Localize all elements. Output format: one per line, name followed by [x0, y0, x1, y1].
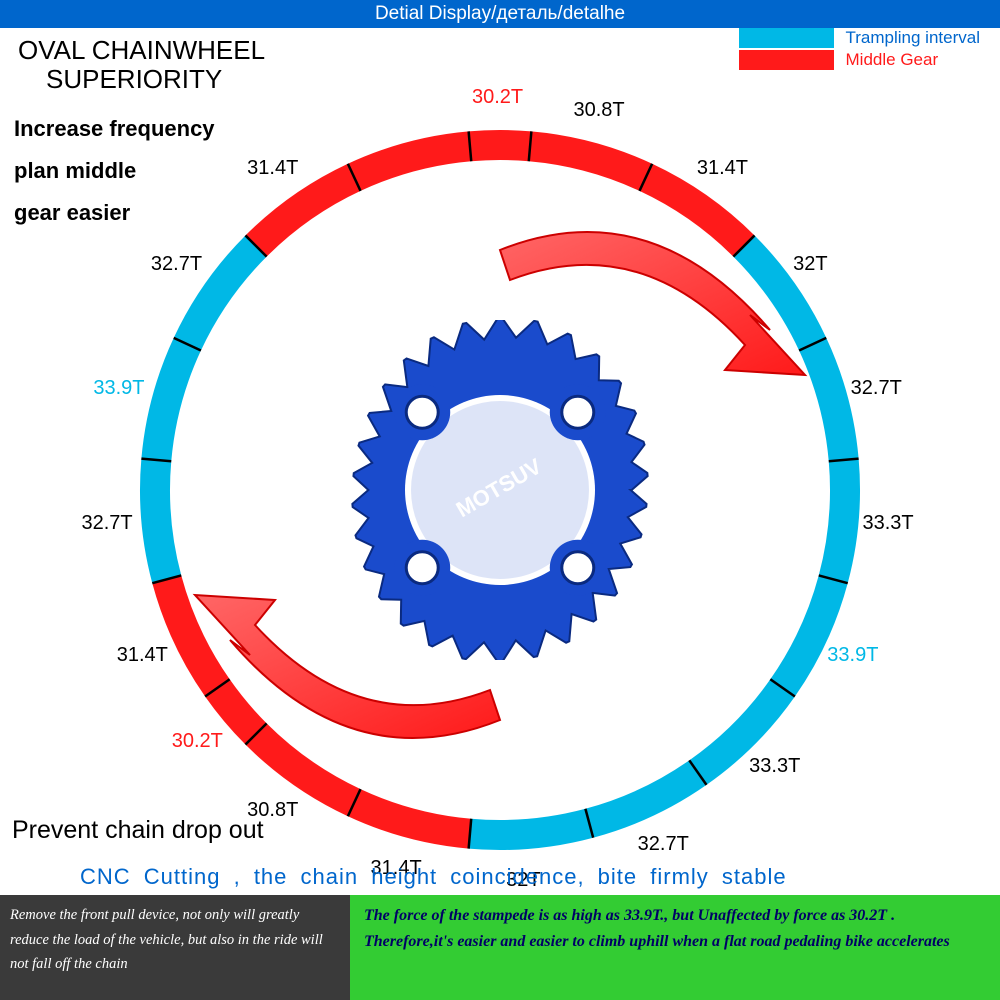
ring-label: 33.3T [863, 512, 914, 535]
title-line1: OVAL CHAINWHEEL [18, 36, 265, 65]
bottom-right-panel: The force of the stampede is as high as … [350, 895, 1000, 1000]
ring-label: 31.4T [117, 644, 168, 667]
ring-label: 31.4T [697, 157, 748, 180]
ring-label: 33.9T [93, 377, 144, 400]
ring-label: 32T [793, 253, 827, 276]
bottom-left-panel: Remove the front pull device, not only w… [0, 895, 350, 1000]
header-bar: Detial Display/деталь/detalhe [0, 0, 1000, 28]
ring-label: 30.8T [573, 99, 624, 122]
ring-label: 33.3T [749, 755, 800, 778]
ring-label: 32.7T [151, 253, 202, 276]
ring-label: 33.9T [827, 644, 878, 667]
legend-label: Middle Gear [846, 50, 939, 70]
legend-swatch [739, 28, 834, 48]
legend-swatch [739, 50, 834, 70]
ring-label: 30.2T [172, 730, 223, 753]
chainring-icon: MOTSUV [330, 320, 670, 660]
ring-label: 31.4T [247, 157, 298, 180]
ring-diagram: MOTSUV 30.2T 30.8T 31.4T 32T 32.7T 33.3T 33.9T… [90, 80, 910, 900]
legend: Trampling interval Middle Gear [739, 28, 980, 72]
ring-label: 30.2T [472, 86, 523, 109]
cnc-text: CNC Cutting , the chain height coinciden… [80, 864, 787, 890]
bottom-row: Remove the front pull device, not only w… [0, 895, 1000, 1000]
ring-label: 32.7T [851, 377, 902, 400]
legend-label: Trampling interval [846, 28, 980, 48]
legend-row-trampling: Trampling interval [739, 28, 980, 48]
ring-label: 32.7T [82, 512, 133, 535]
prevent-chain-text: Prevent chain drop out [12, 816, 264, 845]
ring-label: 32.7T [638, 833, 689, 856]
legend-row-middle: Middle Gear [739, 50, 980, 70]
